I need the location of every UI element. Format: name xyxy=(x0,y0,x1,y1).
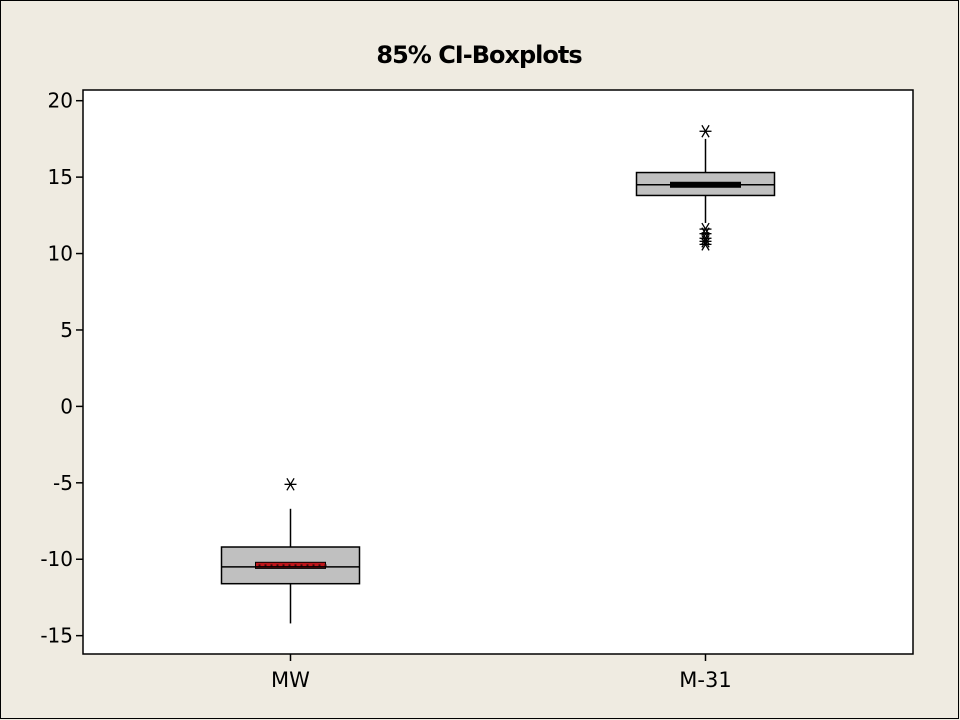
ci-dot xyxy=(276,564,279,567)
boxes-group xyxy=(220,124,776,624)
ci-dot xyxy=(282,564,285,567)
x-category-label: MW xyxy=(271,668,310,692)
ci-dot xyxy=(312,564,315,567)
box-mw xyxy=(220,478,361,624)
ci-dot xyxy=(270,564,273,567)
y-axis: -15 -10 -5 0 5 10 15 20 xyxy=(40,89,83,648)
y-tick-label: -15 xyxy=(40,624,73,648)
ci-dot xyxy=(300,564,303,567)
ci-dot xyxy=(264,564,267,567)
outlier-marker xyxy=(699,238,712,251)
ci-dot xyxy=(258,564,261,567)
x-axis: MW M-31 xyxy=(271,654,732,692)
x-category-label: M-31 xyxy=(679,668,731,692)
ci-dot xyxy=(306,564,309,567)
ci-dot xyxy=(318,564,321,567)
y-tick-label: -5 xyxy=(53,471,73,495)
y-tick-label: 0 xyxy=(60,394,73,418)
chart-title: 85% CI-Boxplots xyxy=(376,41,582,69)
y-tick-label: -10 xyxy=(40,547,73,571)
outlier-marker xyxy=(699,231,712,245)
y-tick-label: 10 xyxy=(48,242,73,266)
y-tick-label: 20 xyxy=(48,89,73,113)
ci-dot xyxy=(288,564,291,567)
outlier-marker xyxy=(699,124,712,138)
box-m-31 xyxy=(635,124,776,251)
y-tick-label: 15 xyxy=(48,165,73,189)
ci-dot xyxy=(294,564,297,567)
plot-area xyxy=(82,89,914,655)
outlier-marker xyxy=(284,478,297,491)
outlier-marker xyxy=(699,234,712,248)
y-tick-label: 5 xyxy=(60,318,73,342)
ci-dot xyxy=(324,564,327,567)
